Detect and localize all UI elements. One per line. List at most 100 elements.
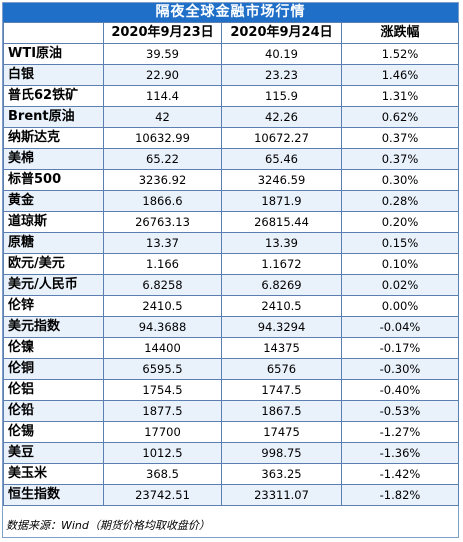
value-sep23-cell: 1877.5 bbox=[103, 400, 222, 422]
change-cell: 0.28% bbox=[341, 190, 459, 212]
change-cell: 0.15% bbox=[341, 232, 459, 254]
table-row: 美元指数 94.3688 94.3294 -0.04% bbox=[3, 316, 459, 338]
header-cell-change: 涨跌幅 bbox=[341, 22, 459, 44]
value-sep23-cell: 10632.99 bbox=[103, 127, 222, 149]
asset-name-cell: 美元/人民币 bbox=[3, 274, 104, 296]
value-sep24-cell: 17475 bbox=[221, 421, 342, 443]
value-sep23-cell: 6595.5 bbox=[103, 358, 222, 380]
value-sep24-cell: 1747.5 bbox=[221, 379, 342, 401]
table-row: 伦锌 2410.5 2410.5 0.00% bbox=[3, 295, 459, 317]
value-sep24-cell: 23.23 bbox=[221, 64, 342, 86]
header-cell-name bbox=[3, 22, 104, 44]
value-sep23-cell: 13.37 bbox=[103, 232, 222, 254]
value-sep24-cell: 2410.5 bbox=[221, 295, 342, 317]
asset-name-cell: 原糖 bbox=[3, 232, 104, 254]
value-sep24-cell: 10672.27 bbox=[221, 127, 342, 149]
change-cell: 0.37% bbox=[341, 148, 459, 170]
value-sep23-cell: 39.59 bbox=[103, 43, 222, 65]
change-cell: -0.04% bbox=[341, 316, 459, 338]
value-sep23-cell: 23742.51 bbox=[103, 484, 222, 506]
value-sep24-cell: 1.1672 bbox=[221, 253, 342, 275]
table-row: Brent原油 42 42.26 0.62% bbox=[3, 106, 459, 128]
header-row: 2020年9月23日 2020年9月24日 涨跌幅 bbox=[3, 22, 459, 44]
value-sep23-cell: 42 bbox=[103, 106, 222, 128]
table-row: 伦铜 6595.5 6576 -0.30% bbox=[3, 358, 459, 380]
asset-name-cell: 美元指数 bbox=[3, 316, 104, 338]
value-sep23-cell: 26763.13 bbox=[103, 211, 222, 233]
asset-name-cell: 美玉米 bbox=[3, 463, 104, 485]
value-sep23-cell: 1012.5 bbox=[103, 442, 222, 464]
asset-name-cell: 普氏62铁矿 bbox=[3, 85, 104, 107]
asset-name-cell: 白银 bbox=[3, 64, 104, 86]
asset-name-cell: 黄金 bbox=[3, 190, 104, 212]
table-row: 美玉米 368.5 363.25 -1.42% bbox=[3, 463, 459, 485]
value-sep24-cell: 6576 bbox=[221, 358, 342, 380]
value-sep23-cell: 14400 bbox=[103, 337, 222, 359]
asset-name-cell: 欧元/美元 bbox=[3, 253, 104, 275]
asset-name-cell: 伦锌 bbox=[3, 295, 104, 317]
table-row: 伦铅 1877.5 1867.5 -0.53% bbox=[3, 400, 459, 422]
table-row: WTI原油 39.59 40.19 1.52% bbox=[3, 43, 459, 65]
value-sep23-cell: 17700 bbox=[103, 421, 222, 443]
market-table: 2020年9月23日 2020年9月24日 涨跌幅 WTI原油 39.59 40.1… bbox=[3, 22, 459, 506]
table-row: 道琼斯 26763.13 26815.44 0.20% bbox=[3, 211, 459, 233]
change-cell: -1.36% bbox=[341, 442, 459, 464]
table-row: 伦锡 17700 17475 -1.27% bbox=[3, 421, 459, 443]
asset-name-cell: 美豆 bbox=[3, 442, 104, 464]
table-row: 纳斯达克 10632.99 10672.27 0.37% bbox=[3, 127, 459, 149]
value-sep23-cell: 3236.92 bbox=[103, 169, 222, 191]
value-sep24-cell: 42.26 bbox=[221, 106, 342, 128]
change-cell: 1.52% bbox=[341, 43, 459, 65]
change-cell: 0.37% bbox=[341, 127, 459, 149]
table-row: 美元/人民币 6.8258 6.8269 0.02% bbox=[3, 274, 459, 296]
change-cell: 1.46% bbox=[341, 64, 459, 86]
table-row: 普氏62铁矿 114.4 115.9 1.31% bbox=[3, 85, 459, 107]
value-sep23-cell: 6.8258 bbox=[103, 274, 222, 296]
value-sep23-cell: 22.90 bbox=[103, 64, 222, 86]
asset-name-cell: 伦铝 bbox=[3, 379, 104, 401]
change-cell: -0.40% bbox=[341, 379, 459, 401]
table-row: 欧元/美元 1.166 1.1672 0.10% bbox=[3, 253, 459, 275]
asset-name-cell: 道琼斯 bbox=[3, 211, 104, 233]
asset-name-cell: 美棉 bbox=[3, 148, 104, 170]
asset-name-cell: 伦锡 bbox=[3, 421, 104, 443]
value-sep23-cell: 2410.5 bbox=[103, 295, 222, 317]
table-row: 黄金 1866.6 1871.9 0.28% bbox=[3, 190, 459, 212]
asset-name-cell: 伦镍 bbox=[3, 337, 104, 359]
change-cell: -0.30% bbox=[341, 358, 459, 380]
change-cell: 0.30% bbox=[341, 169, 459, 191]
value-sep24-cell: 26815.44 bbox=[221, 211, 342, 233]
asset-name-cell: 伦铜 bbox=[3, 358, 104, 380]
asset-name-cell: 纳斯达克 bbox=[3, 127, 104, 149]
value-sep24-cell: 3246.59 bbox=[221, 169, 342, 191]
asset-name-cell: Brent原油 bbox=[3, 106, 104, 128]
change-cell: 0.10% bbox=[341, 253, 459, 275]
change-cell: 0.62% bbox=[341, 106, 459, 128]
value-sep24-cell: 1871.9 bbox=[221, 190, 342, 212]
change-cell: 0.20% bbox=[341, 211, 459, 233]
value-sep24-cell: 998.75 bbox=[221, 442, 342, 464]
value-sep24-cell: 94.3294 bbox=[221, 316, 342, 338]
table-row: 伦铝 1754.5 1747.5 -0.40% bbox=[3, 379, 459, 401]
value-sep23-cell: 1754.5 bbox=[103, 379, 222, 401]
value-sep24-cell: 363.25 bbox=[221, 463, 342, 485]
change-cell: -1.42% bbox=[341, 463, 459, 485]
asset-name-cell: WTI原油 bbox=[3, 43, 104, 65]
asset-name-cell: 伦铅 bbox=[3, 400, 104, 422]
value-sep24-cell: 13.39 bbox=[221, 232, 342, 254]
change-cell: 0.02% bbox=[341, 274, 459, 296]
value-sep24-cell: 1867.5 bbox=[221, 400, 342, 422]
value-sep23-cell: 114.4 bbox=[103, 85, 222, 107]
asset-name-cell: 恒生指数 bbox=[3, 484, 104, 506]
change-cell: 1.31% bbox=[341, 85, 459, 107]
table-frame bbox=[2, 2, 459, 538]
table-row: 伦镍 14400 14375 -0.17% bbox=[3, 337, 459, 359]
value-sep24-cell: 65.46 bbox=[221, 148, 342, 170]
change-cell: -1.27% bbox=[341, 421, 459, 443]
table-row: 美棉 65.22 65.46 0.37% bbox=[3, 148, 459, 170]
value-sep23-cell: 94.3688 bbox=[103, 316, 222, 338]
table-row: 原糖 13.37 13.39 0.15% bbox=[3, 232, 459, 254]
source-note: 数据来源：Wind（期货价格均取收盘价） bbox=[6, 519, 210, 532]
value-sep24-cell: 23311.07 bbox=[221, 484, 342, 506]
table-row: 恒生指数 23742.51 23311.07 -1.82% bbox=[3, 484, 459, 506]
